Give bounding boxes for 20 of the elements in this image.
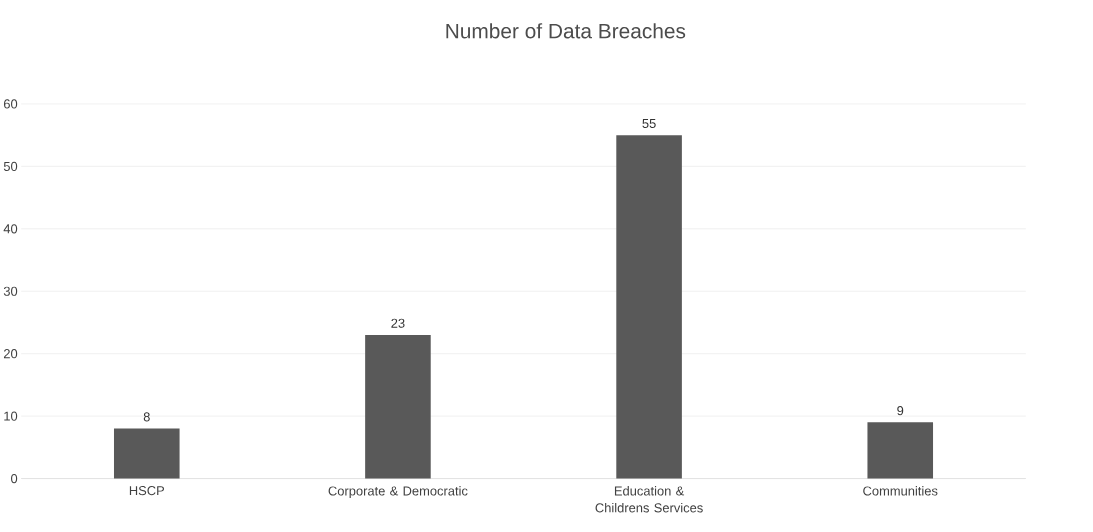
y-tick-label: 0 — [11, 474, 18, 484]
y-tick-label: 10 — [4, 411, 18, 421]
y-tick-label: 40 — [3, 224, 18, 234]
data-label: 23 — [391, 318, 405, 328]
bar — [113, 428, 180, 479]
data-label: 8 — [143, 412, 150, 422]
bar — [867, 422, 934, 479]
y-tick-label: 20 — [3, 349, 18, 359]
x-tick-label: Education & Childrens Services — [595, 486, 703, 513]
bar — [616, 135, 682, 479]
data-label: 55 — [642, 119, 656, 129]
x-tick-label: HSCP — [129, 486, 165, 496]
x-tick-label: Communities — [863, 486, 938, 496]
chart-title: Number of Data Breaches — [446, 23, 686, 39]
data-label: 9 — [897, 406, 904, 416]
x-tick-label: Corporate & Democratic — [328, 486, 468, 499]
y-tick-label: 50 — [3, 161, 18, 172]
bar — [365, 335, 431, 479]
y-tick-label: 60 — [3, 99, 18, 109]
y-tick-label: 30 — [3, 286, 18, 296]
